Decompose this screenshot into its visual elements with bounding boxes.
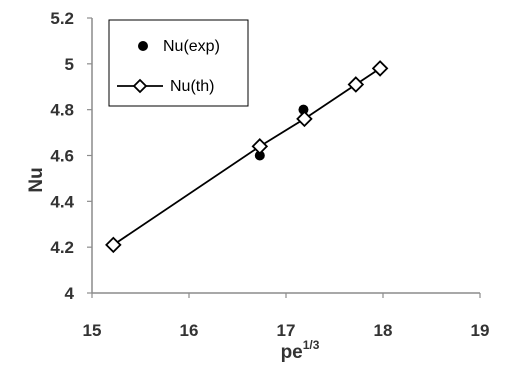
- y-tick-label: 4.2: [50, 238, 74, 257]
- legend: Nu(exp) Nu(th): [108, 19, 249, 107]
- x-tick-label: 19: [471, 321, 490, 340]
- x-tick-label: 18: [374, 321, 393, 340]
- y-axis-title: Nu: [26, 167, 47, 192]
- x-axis-title-superscript: 1/3: [303, 338, 320, 352]
- point-nu-th: [347, 76, 365, 93]
- series-layer: [105, 60, 389, 254]
- y-tick-labels: 4 4.2 4.4 4.6 4.8 5 5.2: [50, 9, 92, 303]
- legend-label-th: Nu(th): [170, 78, 214, 95]
- x-tick-label: 15: [83, 321, 102, 340]
- y-tick-label: 4.4: [50, 192, 74, 211]
- y-tick-label: 4.8: [50, 101, 74, 120]
- x-axis-title-base: pe: [281, 342, 303, 363]
- x-tick-label: 16: [180, 321, 199, 340]
- plot-area: 4 4.2 4.4 4.6 4.8 5 5.2 15 16 17 18 19: [50, 9, 489, 340]
- y-tick-label: 4: [65, 284, 75, 303]
- point-nu-th: [371, 60, 389, 77]
- x-tick-labels: 15 16 17 18 19: [83, 293, 490, 340]
- y-tick-label: 4.6: [50, 147, 74, 166]
- point-nu-exp: [254, 150, 265, 161]
- legend-box: [108, 19, 249, 107]
- point-nu-th: [105, 236, 122, 254]
- point-nu-th: [251, 138, 269, 155]
- x-axis-title: pe1/3: [281, 338, 320, 363]
- legend-marker-exp: [138, 41, 148, 51]
- x-tick-label: 17: [277, 321, 296, 340]
- legend-label-exp: Nu(exp): [163, 38, 220, 55]
- y-tick-label: 5.2: [50, 9, 74, 28]
- point-nu-th: [296, 110, 313, 128]
- legend-marker-th: [132, 78, 148, 94]
- y-tick-label: 5: [65, 55, 74, 74]
